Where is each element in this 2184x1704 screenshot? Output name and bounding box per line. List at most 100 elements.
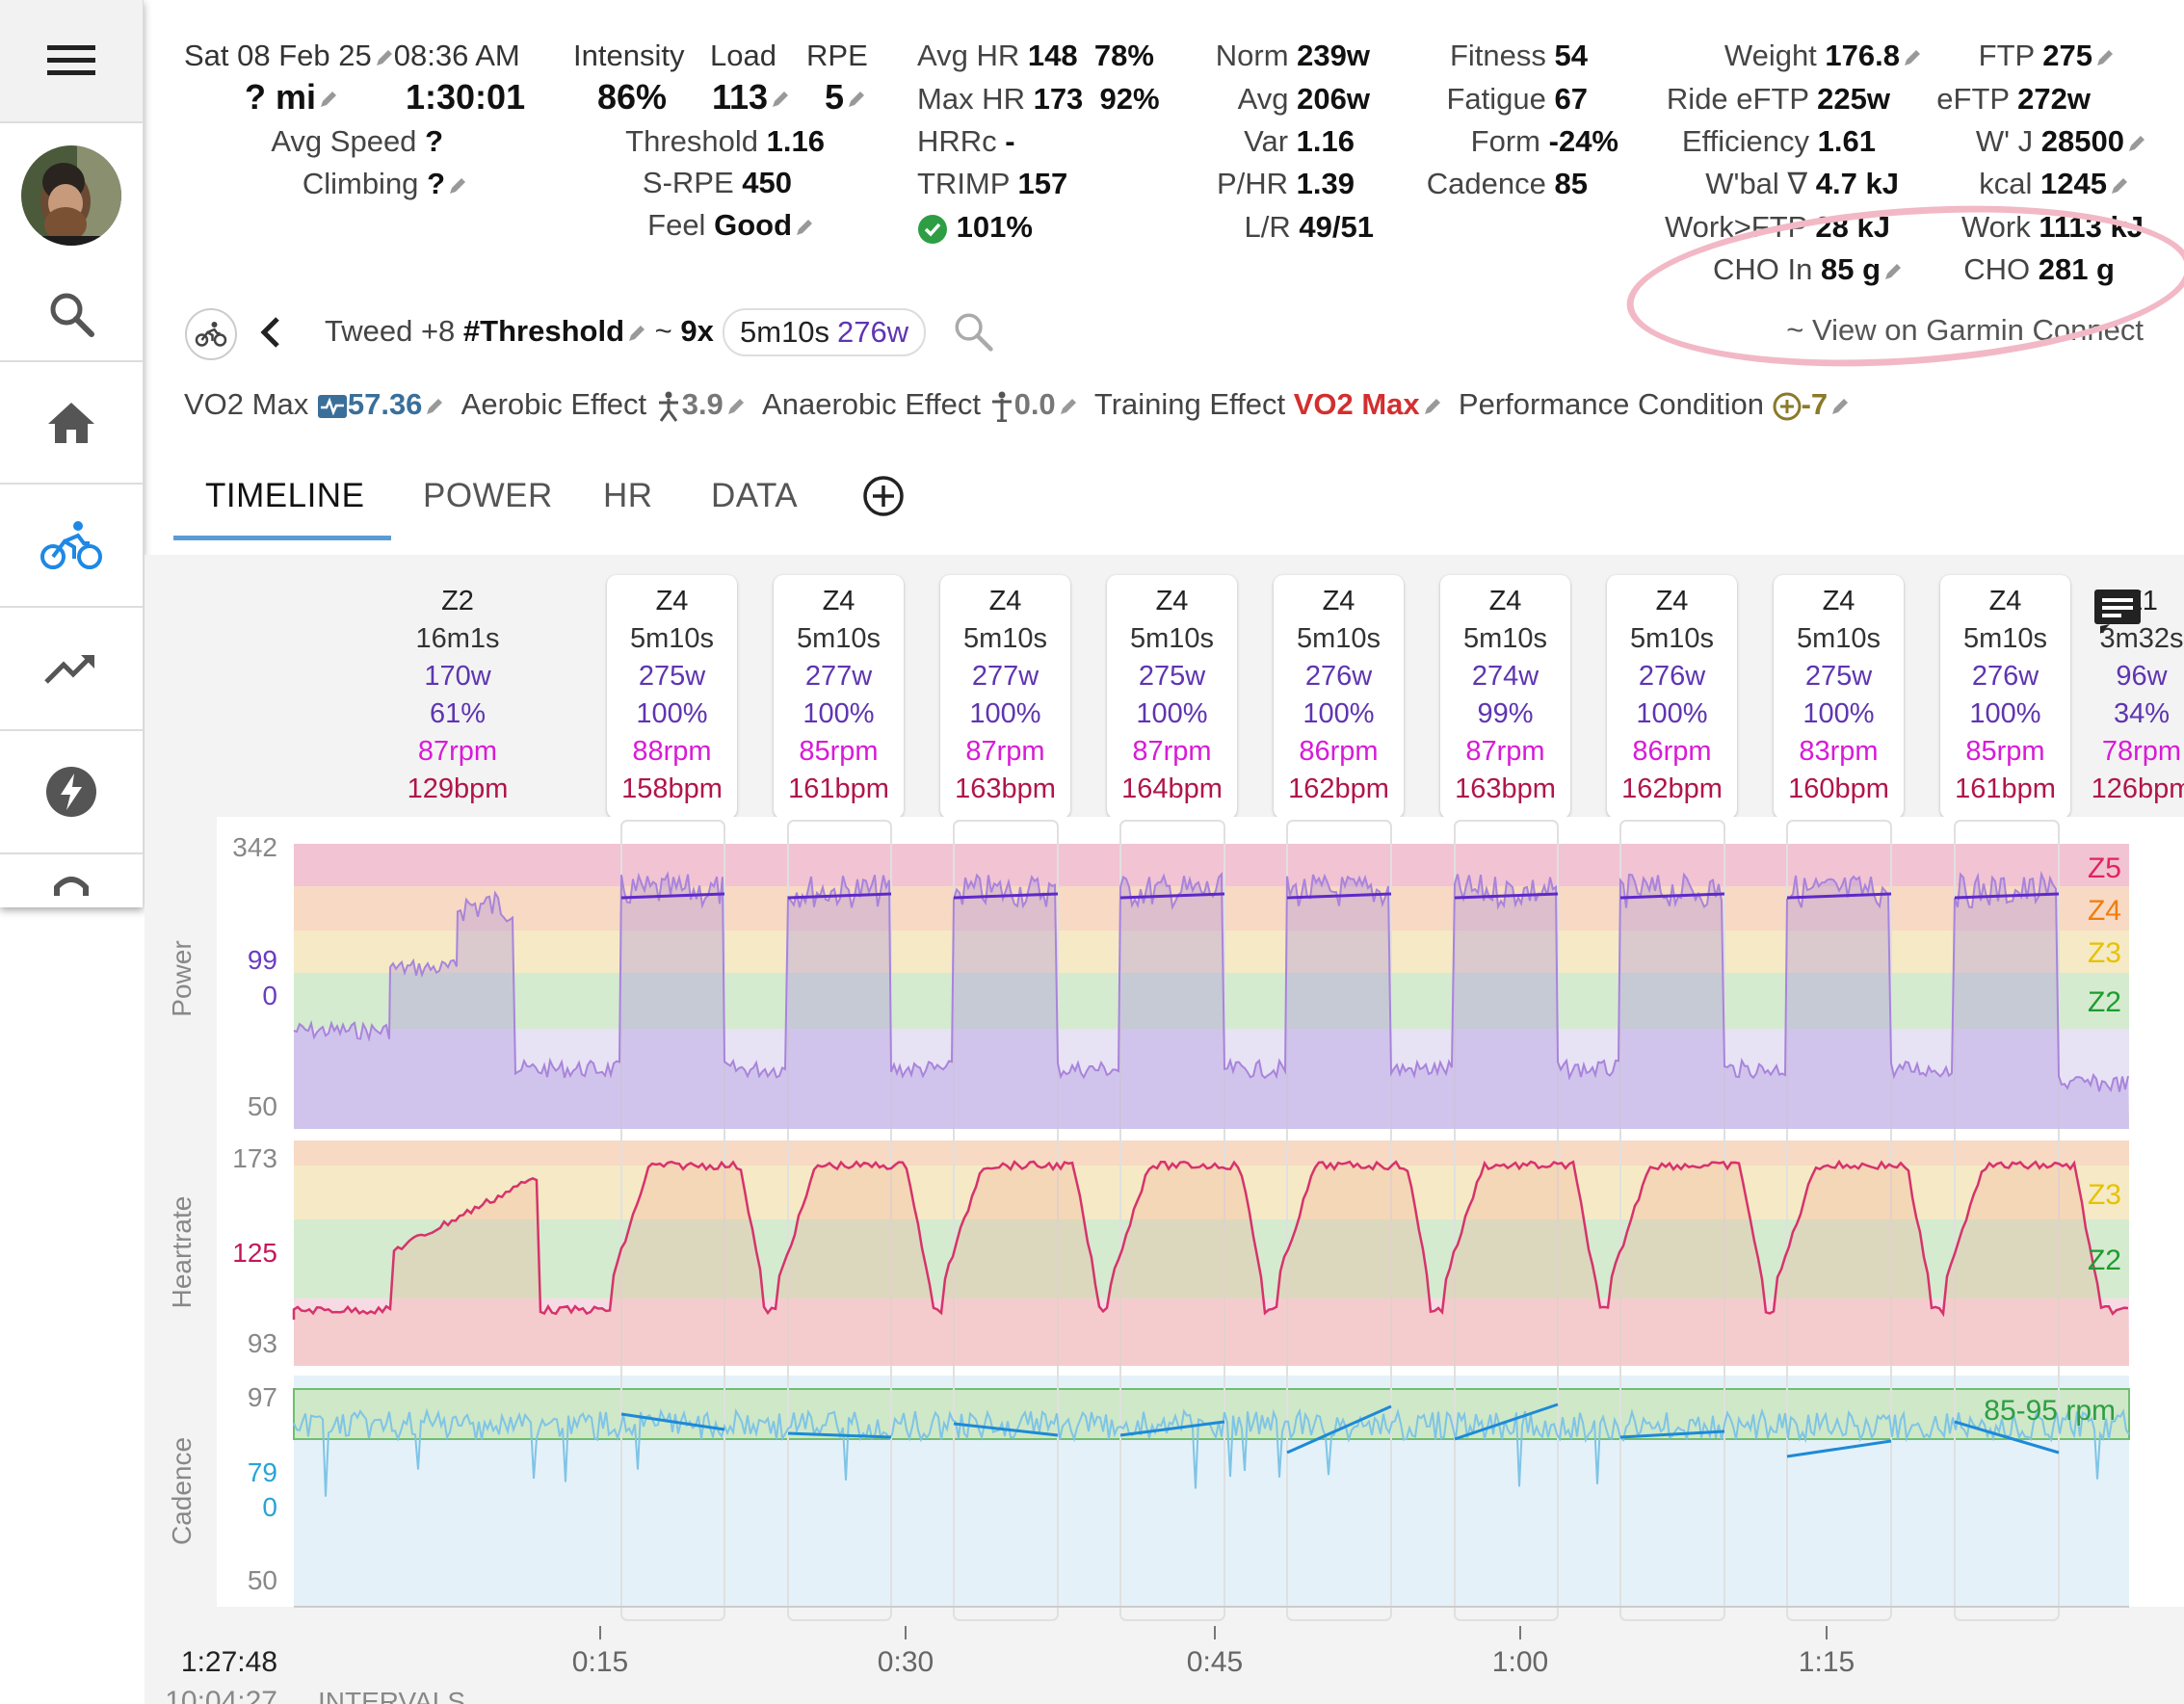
date-value: Sat 08 Feb 25 <box>184 39 372 72</box>
interval-highlight <box>1119 820 1225 1621</box>
wbal: W'bal ∇ 4.7 kJ <box>1705 167 1899 200</box>
interval-watts: 277w <box>971 661 1039 692</box>
interval-card[interactable]: Z4 5m10s 276w 100% 86rpm 162bpm <box>1607 575 1737 819</box>
distance: ? mi <box>245 80 338 115</box>
interval-dur: 5m10s <box>1629 623 1715 654</box>
edit-pencil-icon[interactable] <box>1423 397 1442 416</box>
rpe-value[interactable]: 5 <box>825 80 866 115</box>
edit-pencil-icon[interactable] <box>2110 176 2129 196</box>
interval-zone: Z4 <box>1322 586 1355 616</box>
axis-tick-label: 79 <box>248 1457 277 1487</box>
edit-pencil-icon[interactable] <box>1059 397 1078 416</box>
add-tab-icon[interactable] <box>862 475 905 517</box>
edit-pencil-icon[interactable] <box>2127 134 2146 153</box>
interval-rpm: 87rpm <box>1132 736 1212 767</box>
threshold: Threshold 1.16 <box>625 124 825 158</box>
climbing: Climbing ? <box>241 169 467 198</box>
home-button[interactable] <box>0 362 143 485</box>
interval-card[interactable]: Z4 5m10s 274w 99% 87rpm 163bpm <box>1440 575 1570 819</box>
hrrc: HRRc - <box>917 124 1015 158</box>
edit-pencil-icon[interactable] <box>726 397 746 416</box>
interval-avg-power-line <box>1119 892 1225 900</box>
edit-pencil-icon[interactable] <box>375 48 394 67</box>
time-tick-label: 1:15 <box>1799 1646 1855 1678</box>
ftp[interactable]: FTP 275 <box>1927 40 2115 70</box>
search-icon[interactable] <box>952 310 994 353</box>
tab-data[interactable]: DATA <box>711 477 799 514</box>
edit-pencil-icon[interactable] <box>1830 397 1850 416</box>
activities-button[interactable] <box>0 485 143 608</box>
interval-zone: Z2 <box>441 586 474 616</box>
edit-pencil-icon[interactable] <box>425 397 444 416</box>
search-button[interactable] <box>0 268 143 362</box>
edit-pencil-icon[interactable] <box>771 90 790 109</box>
edit-pencil-icon[interactable] <box>1883 262 1903 281</box>
sidebar <box>0 0 144 907</box>
notes-icon[interactable] <box>2092 588 2143 634</box>
interval-card[interactable]: Z4 5m10s 275w 100% 87rpm 164bpm <box>1107 575 1237 819</box>
time-tick-label: 0:45 <box>1187 1646 1243 1678</box>
chip-watts: 276w <box>837 315 909 349</box>
edit-pencil-icon[interactable] <box>795 218 814 237</box>
interval-cadence-trend <box>1786 1439 1892 1458</box>
eftp: eFTP 272w <box>1936 82 2091 116</box>
fitness-button[interactable] <box>0 854 143 907</box>
edit-pencil-icon[interactable] <box>1903 48 1922 67</box>
interval-watts: 275w <box>1138 661 1206 692</box>
efficiency: Efficiency 1.61 <box>1681 124 1876 158</box>
trends-button[interactable] <box>0 608 143 731</box>
activity-title[interactable]: Tweed +8 #Threshold ~ 9x <box>325 314 714 348</box>
interval-watts: 277w <box>804 661 873 692</box>
interval-card[interactable]: Z4 5m10s 276w 100% 85rpm 161bpm <box>1940 575 2070 819</box>
weight[interactable]: Weight 176.8 <box>1638 40 1922 70</box>
max-hr: Max HR 173 92% <box>917 82 1160 116</box>
edit-pencil-icon[interactable] <box>847 90 866 109</box>
interval-card[interactable]: Z4 5m10s 275w 100% 88rpm 158bpm <box>607 575 737 819</box>
interval-pct: 100% <box>803 698 875 729</box>
avg-power: Avg 206w <box>1237 82 1370 116</box>
interval-watts: 276w <box>1304 661 1373 692</box>
edit-pencil-icon[interactable] <box>2095 48 2115 67</box>
tab-timeline[interactable]: TIMELINE <box>205 477 365 514</box>
interval-cadence-trend <box>1619 1429 1725 1439</box>
tab-power[interactable]: POWER <box>423 477 553 514</box>
intervals-tab-label: INTERVALS <box>318 1687 465 1704</box>
fitness: Fitness 54 <box>1449 39 1588 72</box>
power-zone-label: Z3 <box>2088 937 2121 969</box>
back-chevron-icon[interactable] <box>258 316 281 349</box>
interval-avg-power-line <box>1619 892 1725 900</box>
interval-bpm: 162bpm <box>1288 773 1389 804</box>
interval-highlight <box>620 820 725 1621</box>
activity-type-button[interactable] <box>185 308 237 360</box>
interval-bpm: 161bpm <box>1955 773 2056 804</box>
edit-pencil-icon[interactable] <box>319 90 338 109</box>
power-button[interactable] <box>0 731 143 854</box>
interval-card[interactable]: Z2 16m1s 170w 61% 87rpm 129bpm <box>294 575 621 819</box>
interval-dur: 5m10s <box>1962 623 2048 654</box>
edit-pencil-icon[interactable] <box>627 324 646 343</box>
interval-card[interactable]: Z4 5m10s 277w 100% 87rpm 163bpm <box>940 575 1070 819</box>
feel[interactable]: Feel Good <box>578 210 814 240</box>
menu-button[interactable] <box>0 0 143 123</box>
hr-zone-band <box>294 1219 2129 1298</box>
cho-in[interactable]: CHO In 85 g <box>1638 254 1903 284</box>
interval-card[interactable]: Z4 5m10s 277w 100% 85rpm 161bpm <box>774 575 904 819</box>
interval-rpm: 85rpm <box>799 736 879 767</box>
interval-chip[interactable]: 5m10s 276w <box>723 308 927 356</box>
interval-highlight <box>1954 820 2060 1621</box>
kcal[interactable]: kcal 1245 <box>1927 169 2129 198</box>
start-time-label: 1:27:48 <box>181 1646 277 1678</box>
interval-card[interactable]: Z4 5m10s 276w 100% 86rpm 162bpm <box>1274 575 1404 819</box>
hr-zone-band <box>294 1166 2129 1219</box>
tab-hr[interactable]: HR <box>603 477 653 514</box>
power-axis-title: Power <box>167 940 197 1016</box>
activity-date[interactable]: Sat 08 Feb 25 08:36 AM <box>184 40 520 70</box>
interval-card[interactable]: Z4 5m10s 275w 100% 83rpm 160bpm <box>1774 575 1904 819</box>
srpe: S-RPE 450 <box>642 166 792 199</box>
w-prime[interactable]: W' J 28500 <box>1927 126 2146 156</box>
edit-pencil-icon[interactable] <box>448 176 467 196</box>
garmin-connect-link[interactable]: ~ View on Garmin Connect <box>1786 313 2144 347</box>
avatar-button[interactable] <box>0 123 143 268</box>
left-right: L/R 49/51 <box>1244 210 1374 244</box>
